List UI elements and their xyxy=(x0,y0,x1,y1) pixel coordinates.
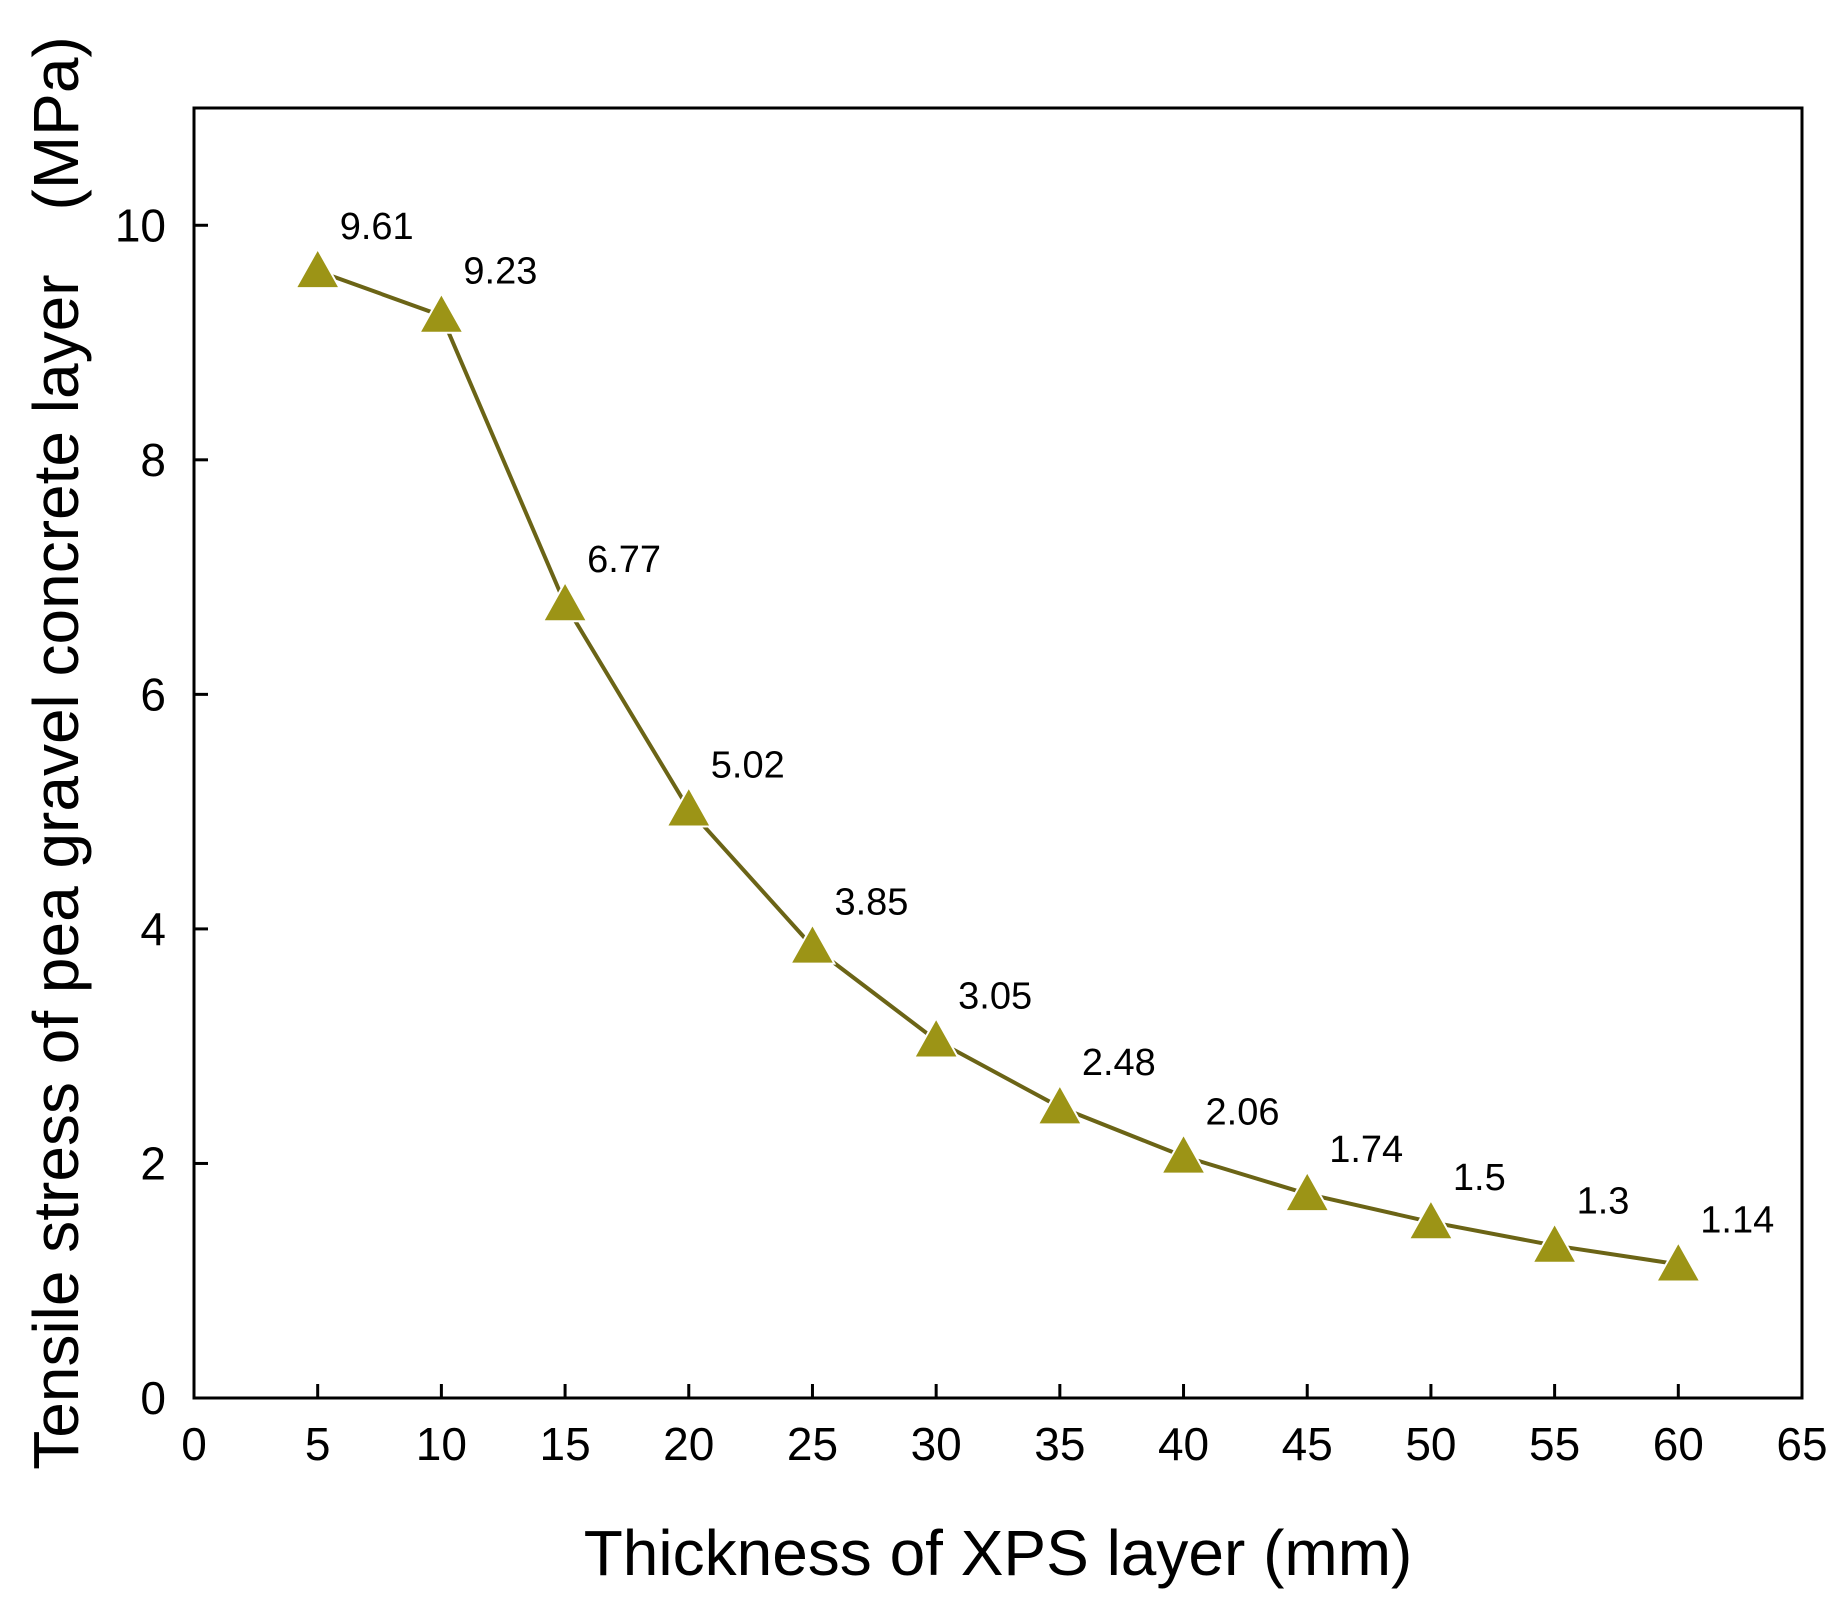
y-tick-label: 4 xyxy=(140,903,166,955)
plot-frame xyxy=(192,106,1804,1400)
x-tick-label: 50 xyxy=(1405,1418,1456,1470)
x-tick-label: 45 xyxy=(1282,1418,1333,1470)
y-tick-label: 2 xyxy=(140,1137,166,1189)
data-value-label: 9.23 xyxy=(463,251,537,293)
data-point-marker xyxy=(1530,1221,1579,1264)
x-tick-label: 20 xyxy=(663,1418,714,1470)
data-labels: 9.61 9.23 6.77 5.02 3.85 3.05 2.48 2.06 1.74 1.5 1… xyxy=(340,206,1775,1241)
data-point-marker xyxy=(417,291,466,334)
data-value-label: 1.14 xyxy=(1700,1199,1774,1241)
series-line xyxy=(317,269,1679,1267)
x-tick-label: 5 xyxy=(305,1418,331,1470)
data-point-marker xyxy=(1654,1240,1703,1283)
data-value-label: 2.48 xyxy=(1082,1042,1156,1084)
y-tick-labels: 0 2 4 6 8 10 xyxy=(115,199,166,1424)
data-point-marker xyxy=(1159,1132,1208,1175)
y-tick-label: 0 xyxy=(140,1372,166,1424)
data-value-label: 5.02 xyxy=(711,744,785,786)
data-point-marker xyxy=(293,246,342,290)
x-tick-label: 40 xyxy=(1158,1418,1209,1470)
x-tick-label: 10 xyxy=(416,1418,467,1470)
x-tick-label: 15 xyxy=(539,1418,590,1470)
data-value-label: 1.3 xyxy=(1577,1181,1630,1223)
x-tick-label: 65 xyxy=(1776,1418,1827,1470)
y-axis-title: Tensile stress of pea gravel concrete la… xyxy=(20,36,92,1469)
y-tick-label: 6 xyxy=(140,668,166,720)
data-point-marker xyxy=(541,580,589,623)
data-value-label: 9.61 xyxy=(340,206,414,248)
x-tick-label: 35 xyxy=(1034,1418,1085,1470)
y-tick-label: 10 xyxy=(115,199,166,251)
y-tick-label: 8 xyxy=(140,434,166,486)
data-markers xyxy=(293,246,1703,1283)
x-tick-label: 55 xyxy=(1529,1418,1580,1470)
data-value-label: 3.05 xyxy=(958,975,1032,1017)
data-value-label: 1.74 xyxy=(1329,1129,1403,1171)
data-point-marker xyxy=(665,785,713,828)
data-value-label: 2.06 xyxy=(1206,1091,1280,1133)
data-value-label: 6.77 xyxy=(587,539,661,581)
x-axis-title: Thickness of XPS layer (mm) xyxy=(584,1517,1413,1589)
x-tick-label: 30 xyxy=(911,1418,962,1470)
data-value-label: 3.85 xyxy=(834,882,908,924)
x-tick-labels: 0 5 10 15 20 25 30 35 40 45 50 55 60 65 xyxy=(181,1418,1827,1470)
data-point-marker xyxy=(1407,1198,1455,1241)
x-tick-label: 60 xyxy=(1653,1418,1704,1470)
data-value-label: 1.5 xyxy=(1453,1157,1506,1199)
x-tick-label: 25 xyxy=(787,1418,838,1470)
x-tick-label: 0 xyxy=(181,1418,207,1470)
data-point-marker xyxy=(1283,1169,1331,1213)
data-point-marker xyxy=(1036,1083,1084,1126)
data-point-marker xyxy=(788,922,837,965)
data-point-marker xyxy=(912,1016,960,1059)
tick-marks xyxy=(192,223,1804,1400)
